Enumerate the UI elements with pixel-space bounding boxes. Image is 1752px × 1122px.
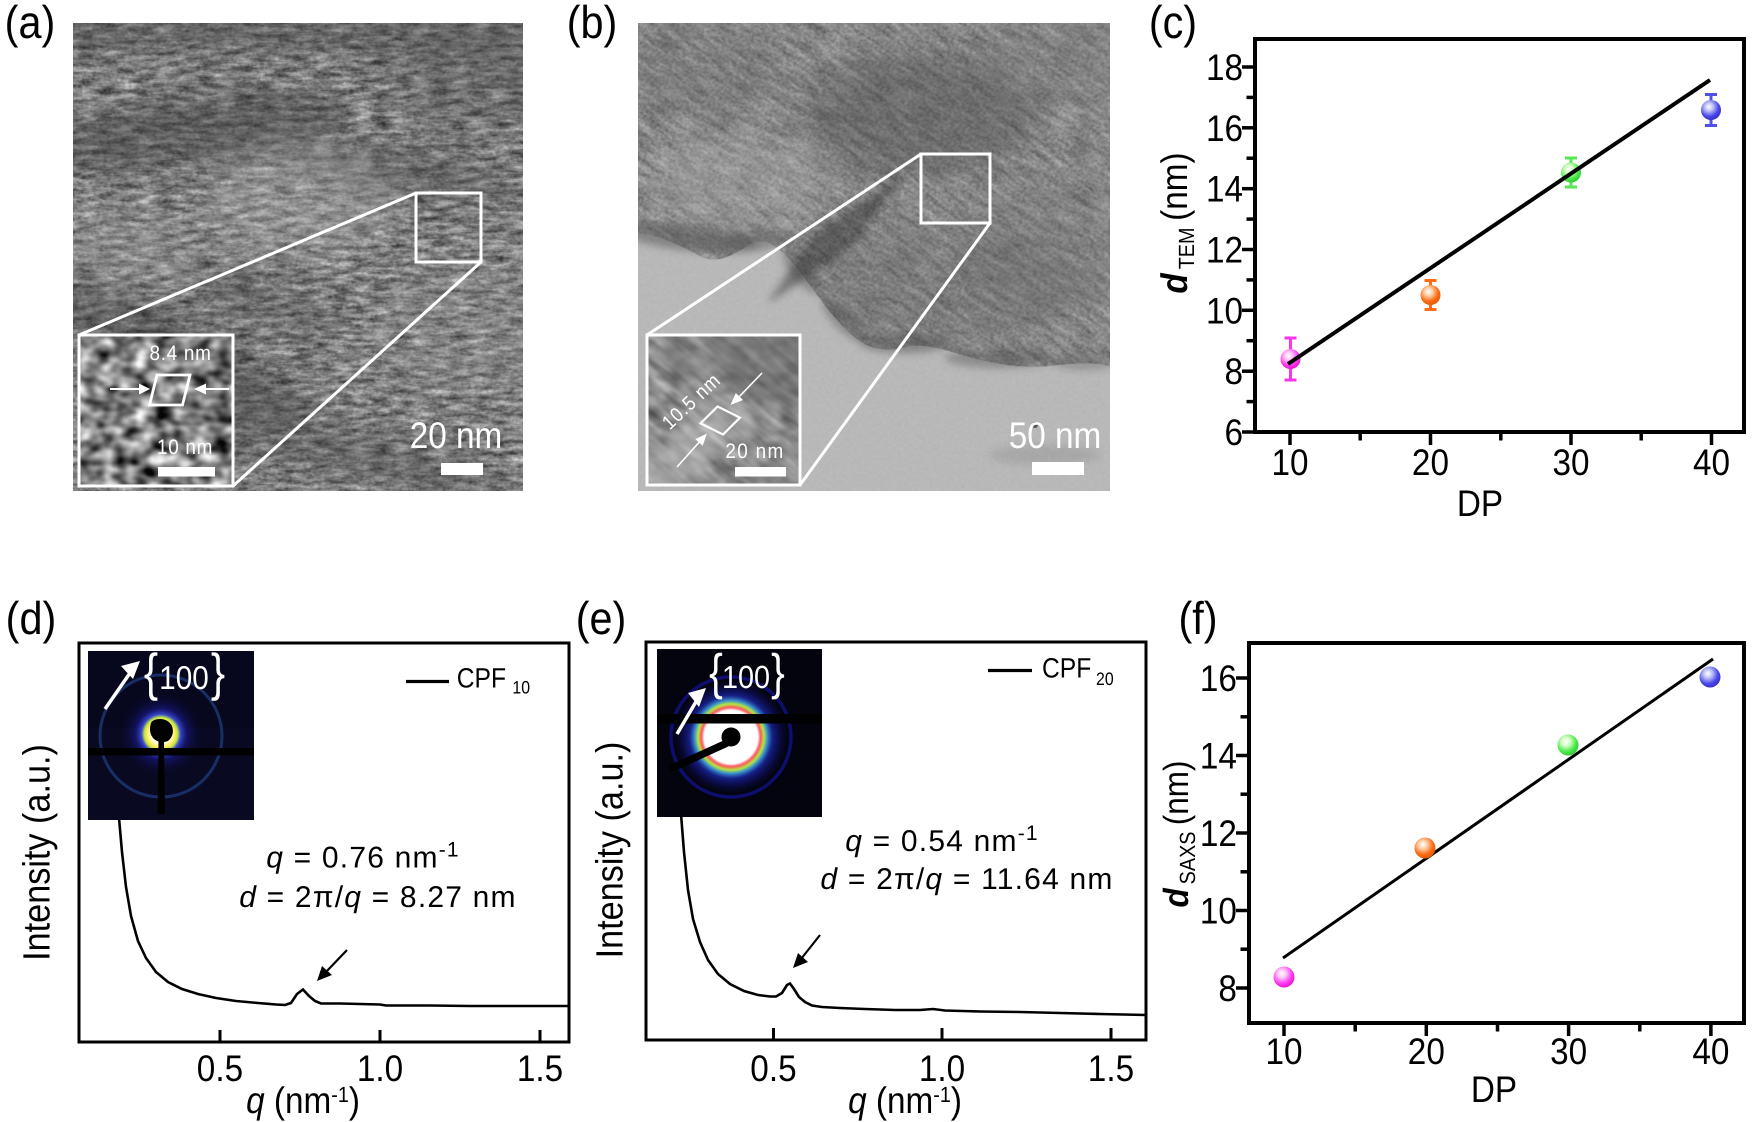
svg-text:100: 100 (159, 659, 209, 696)
svg-text:14: 14 (1200, 736, 1237, 777)
svg-text:12: 12 (1206, 230, 1243, 271)
svg-text:DP: DP (1457, 483, 1503, 524)
svg-text:}: } (211, 644, 225, 702)
svg-text:10 nm: 10 nm (157, 436, 213, 459)
svg-text:q = 0.54 nm-1: q = 0.54 nm-1 (845, 822, 1039, 858)
svg-text:d TEM (nm): d TEM (nm) (1154, 152, 1199, 293)
svg-text:1.5: 1.5 (517, 1048, 563, 1089)
svg-text:6: 6 (1224, 412, 1243, 453)
svg-text:20 nm: 20 nm (725, 440, 784, 463)
svg-text:(f): (f) (1178, 592, 1217, 644)
svg-text:DP: DP (1471, 1069, 1517, 1110)
svg-text:20: 20 (1412, 442, 1449, 483)
svg-text:10: 10 (512, 678, 530, 698)
svg-text:10: 10 (1200, 891, 1237, 932)
svg-text:d SAXS (nm): d SAXS (nm) (1157, 760, 1200, 907)
svg-text:20: 20 (1096, 669, 1114, 689)
svg-text:Intensity (a.u.): Intensity (a.u.) (590, 742, 632, 959)
svg-text:20: 20 (1408, 1031, 1445, 1072)
svg-text:CPF: CPF (1042, 653, 1091, 684)
svg-text:40: 40 (1693, 442, 1730, 483)
svg-text:(e): (e) (576, 592, 627, 644)
svg-text:50 nm: 50 nm (1009, 415, 1102, 456)
svg-text:10: 10 (1206, 290, 1243, 331)
svg-text:0.5: 0.5 (197, 1048, 243, 1089)
svg-text:16: 16 (1206, 108, 1243, 149)
svg-text:}: } (771, 644, 785, 700)
svg-text:1.0: 1.0 (919, 1048, 965, 1089)
svg-text:Intensity (a.u.): Intensity (a.u.) (17, 744, 59, 961)
svg-text:8: 8 (1218, 968, 1237, 1009)
svg-text:0.5: 0.5 (750, 1048, 796, 1089)
svg-text:1.5: 1.5 (1088, 1048, 1134, 1089)
svg-text:12: 12 (1200, 813, 1237, 854)
svg-text:10: 10 (1266, 1031, 1303, 1072)
svg-text:(a): (a) (5, 0, 56, 48)
svg-text:30: 30 (1550, 1031, 1587, 1072)
svg-text:40: 40 (1692, 1031, 1729, 1072)
svg-text:14: 14 (1206, 169, 1243, 210)
svg-text:8.4 nm: 8.4 nm (149, 342, 211, 365)
svg-text:CPF: CPF (457, 663, 506, 694)
svg-text:{: { (709, 644, 723, 700)
svg-text:20 nm: 20 nm (410, 415, 503, 456)
svg-text:d = 2π/q = 11.64 nm: d = 2π/q = 11.64 nm (820, 863, 1113, 896)
svg-text:100: 100 (722, 659, 770, 695)
svg-text:q = 0.76 nm-1: q = 0.76 nm-1 (266, 839, 460, 875)
svg-text:(d): (d) (6, 592, 57, 644)
svg-text:30: 30 (1553, 442, 1590, 483)
svg-text:{: { (144, 644, 158, 702)
svg-text:q (nm-1): q (nm-1) (246, 1080, 360, 1121)
svg-text:d = 2π/q = 8.27 nm: d = 2π/q = 8.27 nm (239, 881, 516, 914)
svg-text:10: 10 (1271, 442, 1308, 483)
svg-text:16: 16 (1200, 658, 1237, 699)
svg-text:(b): (b) (567, 0, 618, 48)
svg-text:(c): (c) (1149, 0, 1197, 48)
svg-text:1.0: 1.0 (357, 1048, 403, 1089)
svg-text:8: 8 (1224, 351, 1243, 392)
svg-text:18: 18 (1206, 47, 1243, 88)
